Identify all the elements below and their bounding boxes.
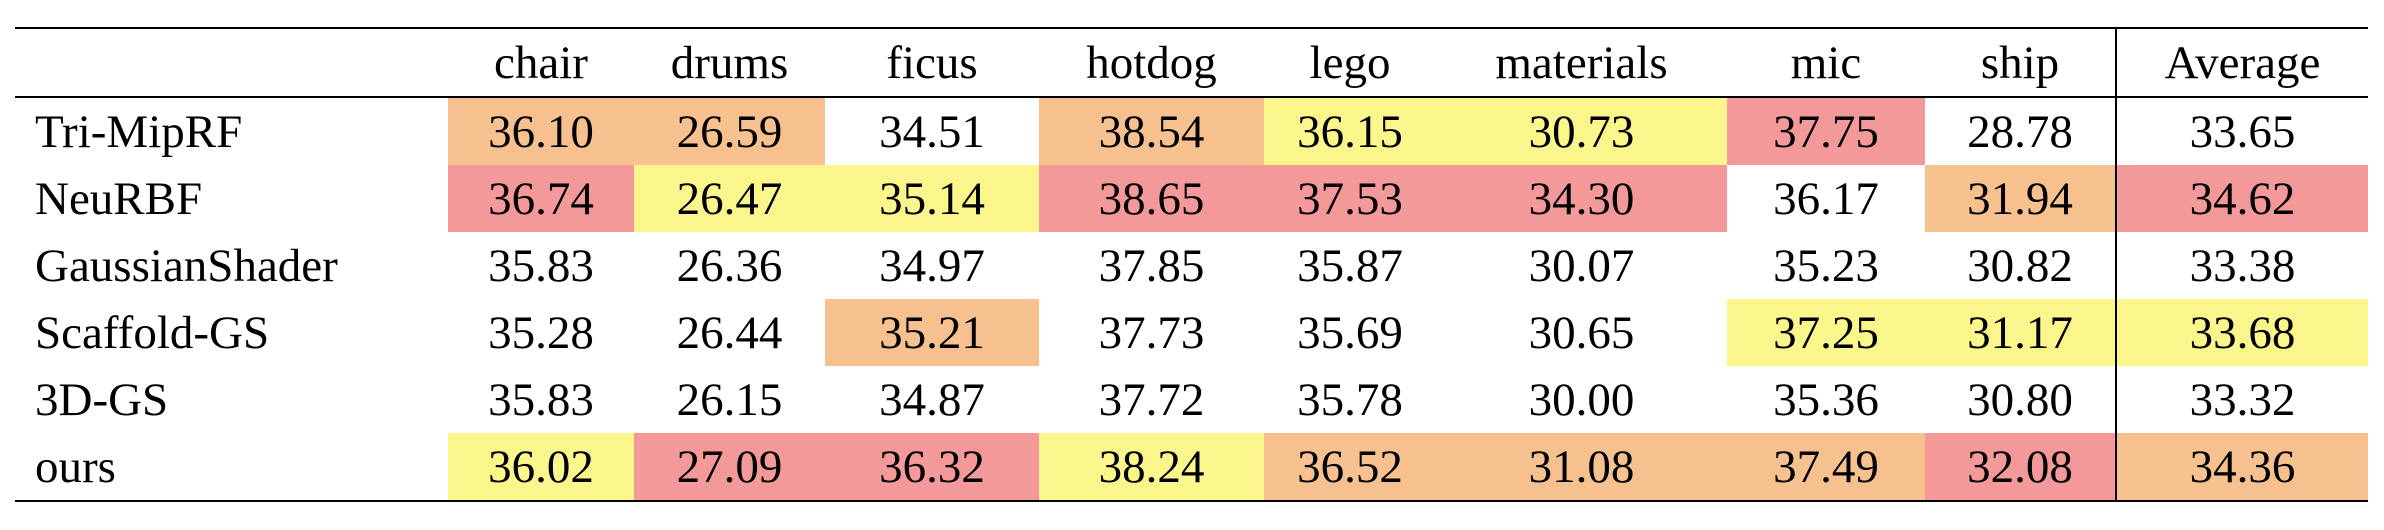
table-cell: 34.36 bbox=[2115, 433, 2368, 501]
table-cell: 26.36 bbox=[676, 239, 783, 292]
column-header: ship bbox=[1980, 36, 2060, 89]
table-cell: 35.87 bbox=[1297, 239, 1403, 292]
table-cell: 36.17 bbox=[1773, 172, 1879, 225]
row-label: 3D-GS bbox=[35, 373, 169, 426]
row-label: Scaffold-GS bbox=[35, 306, 270, 359]
column-header: mic bbox=[1790, 36, 1862, 89]
table-cell: 38.24 bbox=[1039, 433, 1264, 501]
table-cell: 33.38 bbox=[2115, 232, 2368, 299]
table-cell: 35.36 bbox=[1773, 373, 1879, 426]
table-body: Tri-MipRF 36.10 26.59 34.51 38.54 36.15 30.73 3… bbox=[15, 97, 2368, 501]
column-header: materials bbox=[1495, 36, 1668, 89]
table-cell: 36.52 bbox=[1264, 433, 1436, 501]
table-cell: 26.44 bbox=[676, 306, 783, 359]
table-cell: 30.82 bbox=[1967, 239, 2073, 292]
column-header: Average bbox=[2115, 28, 2368, 97]
table-cell: 37.49 bbox=[1727, 433, 1925, 501]
table-cell: 26.59 bbox=[634, 97, 825, 165]
table-cell: 36.32 bbox=[825, 433, 1039, 501]
table-cell: 34.97 bbox=[879, 239, 985, 292]
table-cell: 33.68 bbox=[2115, 299, 2368, 366]
column-header: ficus bbox=[886, 36, 978, 89]
table-cell: 30.07 bbox=[1528, 239, 1635, 292]
table-cell: 37.72 bbox=[1098, 373, 1205, 426]
column-header: hotdog bbox=[1086, 36, 1217, 89]
results-table: chair drums ficus hotdog lego materials mic shi… bbox=[15, 27, 2368, 502]
table-cell: 34.30 bbox=[1436, 165, 1727, 232]
table-cell: 37.25 bbox=[1727, 299, 1925, 366]
table-cell: 36.02 bbox=[448, 433, 634, 501]
table-cell: 35.14 bbox=[825, 165, 1039, 232]
table-cell: 35.83 bbox=[488, 373, 594, 426]
table-row: GaussianShader 35.83 26.36 34.97 37.85 35.87 3… bbox=[15, 232, 2368, 299]
table-cell: 34.62 bbox=[2115, 165, 2368, 232]
header-row: chair drums ficus hotdog lego materials mic shi… bbox=[15, 28, 2368, 97]
corner-cell bbox=[15, 28, 448, 97]
table-cell: 35.83 bbox=[488, 239, 594, 292]
column-header: chair bbox=[494, 36, 588, 89]
column-header: lego bbox=[1309, 36, 1391, 89]
table-cell: 35.28 bbox=[488, 306, 594, 359]
table-cell: 31.17 bbox=[1925, 299, 2116, 366]
table-cell: 33.32 bbox=[2115, 366, 2368, 433]
table-cell: 37.85 bbox=[1098, 239, 1205, 292]
table-cell: 36.74 bbox=[448, 165, 634, 232]
table-cell: 30.65 bbox=[1528, 306, 1635, 359]
table-row: ours 36.02 27.09 36.32 38.24 36.52 31.08 37.49 3… bbox=[15, 433, 2368, 501]
table-cell: 31.08 bbox=[1436, 433, 1727, 501]
row-label: Tri-MipRF bbox=[35, 105, 243, 158]
table-cell: 30.80 bbox=[1967, 373, 2073, 426]
table-cell: 35.21 bbox=[825, 299, 1039, 366]
table-row: Scaffold-GS 35.28 26.44 35.21 37.73 35.69 30.6… bbox=[15, 299, 2368, 366]
table-cell: 33.65 bbox=[2115, 97, 2368, 165]
table-cell: 36.15 bbox=[1264, 97, 1436, 165]
table-cell: 26.15 bbox=[676, 373, 783, 426]
table-cell: 35.78 bbox=[1297, 373, 1403, 426]
table-row: 3D-GS 35.83 26.15 34.87 37.72 35.78 30.00 35.36… bbox=[15, 366, 2368, 433]
table-cell: 31.94 bbox=[1925, 165, 2116, 232]
table-row: Tri-MipRF 36.10 26.59 34.51 38.54 36.15 30.73 3… bbox=[15, 97, 2368, 165]
table-cell: 28.78 bbox=[1967, 105, 2073, 158]
row-label: GaussianShader bbox=[35, 239, 338, 292]
table-cell: 35.69 bbox=[1297, 306, 1403, 359]
table-cell: 38.65 bbox=[1039, 165, 1264, 232]
table-cell: 34.87 bbox=[879, 373, 985, 426]
table-cell: 30.73 bbox=[1436, 97, 1727, 165]
table-cell: 36.10 bbox=[448, 97, 634, 165]
table-cell: 30.00 bbox=[1528, 373, 1635, 426]
row-label: NeuRBF bbox=[35, 172, 203, 225]
table-cell: 37.53 bbox=[1264, 165, 1436, 232]
table-cell: 37.73 bbox=[1098, 306, 1205, 359]
table-cell: 32.08 bbox=[1925, 433, 2116, 501]
row-label: ours bbox=[35, 440, 116, 493]
table-cell: 38.54 bbox=[1039, 97, 1264, 165]
table-row: NeuRBF 36.74 26.47 35.14 38.65 37.53 34.30 36.1… bbox=[15, 165, 2368, 232]
table-cell: 37.75 bbox=[1727, 97, 1925, 165]
table-cell: 35.23 bbox=[1773, 239, 1879, 292]
table-cell: 34.51 bbox=[879, 105, 985, 158]
table-cell: 26.47 bbox=[634, 165, 825, 232]
column-header: drums bbox=[670, 36, 789, 89]
table-cell: 27.09 bbox=[634, 433, 825, 501]
